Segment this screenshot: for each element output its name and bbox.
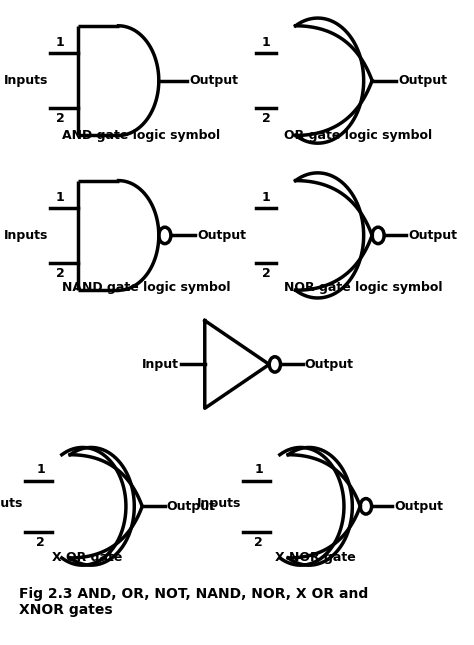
Text: Inputs: Inputs <box>0 497 23 510</box>
Text: Inputs: Inputs <box>4 229 48 242</box>
Text: 2: 2 <box>36 536 45 550</box>
Text: 1: 1 <box>262 36 271 49</box>
Text: Output: Output <box>394 500 443 513</box>
Text: 2: 2 <box>56 112 64 125</box>
Text: NOR gate logic symbol: NOR gate logic symbol <box>284 281 443 293</box>
Text: Fig 2.3 AND, OR, NOT, NAND, NOR, X OR and
XNOR gates: Fig 2.3 AND, OR, NOT, NAND, NOR, X OR an… <box>19 587 368 617</box>
Text: OR gate logic symbol: OR gate logic symbol <box>284 129 432 142</box>
Text: Output: Output <box>167 500 216 513</box>
Text: Inputs: Inputs <box>4 74 48 87</box>
Text: Output: Output <box>189 74 238 87</box>
Text: Output: Output <box>305 358 354 371</box>
Text: Input: Input <box>142 358 179 371</box>
Text: 2: 2 <box>262 112 271 125</box>
Text: 2: 2 <box>262 267 271 280</box>
Text: 1: 1 <box>56 36 64 49</box>
Text: Output: Output <box>398 74 447 87</box>
Text: 1: 1 <box>262 191 271 204</box>
Text: NAND gate logic symbol: NAND gate logic symbol <box>62 281 230 293</box>
Text: 1: 1 <box>56 191 64 204</box>
Text: X OR gate: X OR gate <box>52 551 122 564</box>
Text: 2: 2 <box>255 536 263 550</box>
Text: 1: 1 <box>255 463 263 477</box>
Text: AND gate logic symbol: AND gate logic symbol <box>62 129 220 142</box>
Text: Output: Output <box>408 229 457 242</box>
Text: Output: Output <box>197 229 246 242</box>
Text: X NOR gate: X NOR gate <box>275 551 356 564</box>
Text: 1: 1 <box>36 463 45 477</box>
Text: 2: 2 <box>56 267 64 280</box>
Text: Inputs: Inputs <box>197 497 241 510</box>
